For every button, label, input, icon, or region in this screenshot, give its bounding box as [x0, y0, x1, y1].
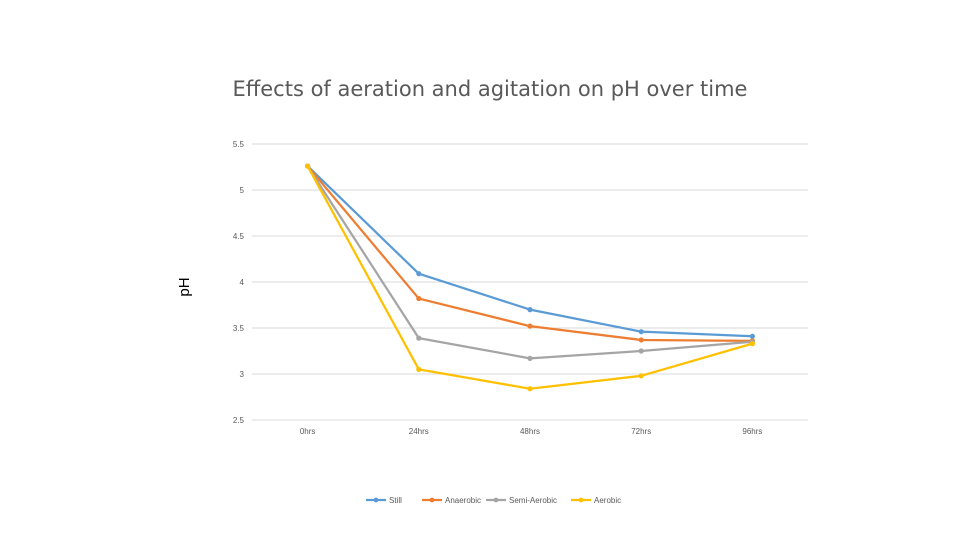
- legend-item: Semi-Aerobic: [486, 496, 557, 505]
- series-lines: [305, 163, 756, 392]
- y-tick-label: 3: [240, 370, 245, 379]
- x-tick-label: 72hrs: [631, 427, 651, 436]
- legend-item: Still: [366, 496, 402, 505]
- legend-item: Aerobic: [571, 496, 621, 505]
- x-tick-label: 24hrs: [409, 427, 429, 436]
- data-point: [416, 271, 422, 277]
- legend-label: Anaerobic: [445, 496, 481, 505]
- data-point: [305, 163, 311, 169]
- series-semi-aerobic: [305, 163, 756, 361]
- data-point: [638, 348, 644, 354]
- x-tick-label: 48hrs: [520, 427, 540, 436]
- gridlines: [252, 143, 808, 421]
- y-axis-tick-labels: 2.5 3 3.5 4 4.5 5 5.5: [233, 140, 245, 425]
- series-line: [306, 164, 754, 390]
- chart-title: Effects of aeration and agitation on pH …: [232, 77, 748, 101]
- x-axis-tick-labels: 0hrs 24hrs 48hrs 72hrs 96hrs: [300, 427, 763, 436]
- data-point: [416, 335, 422, 341]
- series-aerobic: [305, 163, 756, 392]
- y-tick-label: 5: [240, 186, 245, 195]
- legend-item: Anaerobic: [422, 496, 481, 505]
- data-point: [416, 366, 422, 372]
- x-tick-label: 96hrs: [742, 427, 762, 436]
- legend-swatch-marker: [493, 497, 499, 503]
- data-point: [638, 329, 644, 335]
- legend-swatch-marker: [373, 497, 379, 503]
- data-point: [527, 355, 533, 361]
- data-point: [638, 373, 644, 379]
- data-point: [527, 386, 533, 392]
- legend-label: Aerobic: [594, 496, 621, 505]
- y-tick-label: 4.5: [233, 232, 245, 241]
- legend: Still Anaerobic Semi-Aerobic Aerobic: [366, 496, 621, 505]
- data-point: [749, 333, 756, 339]
- legend-swatch-marker: [429, 497, 435, 503]
- data-point: [749, 341, 756, 347]
- legend-swatch-marker: [578, 497, 584, 503]
- data-point: [416, 295, 422, 302]
- legend-label: Semi-Aerobic: [509, 496, 557, 505]
- y-tick-label: 4: [240, 278, 245, 287]
- y-tick-label: 5.5: [233, 140, 245, 149]
- x-tick-label: 0hrs: [300, 427, 316, 436]
- data-point: [638, 337, 644, 343]
- data-point: [527, 323, 533, 329]
- series-line: [306, 164, 754, 343]
- series-line: [306, 164, 754, 360]
- data-point: [527, 307, 533, 313]
- y-tick-label: 3.5: [233, 324, 245, 333]
- y-tick-label: 2.5: [233, 416, 245, 425]
- y-axis-label: pH: [176, 277, 193, 296]
- legend-label: Still: [389, 496, 402, 505]
